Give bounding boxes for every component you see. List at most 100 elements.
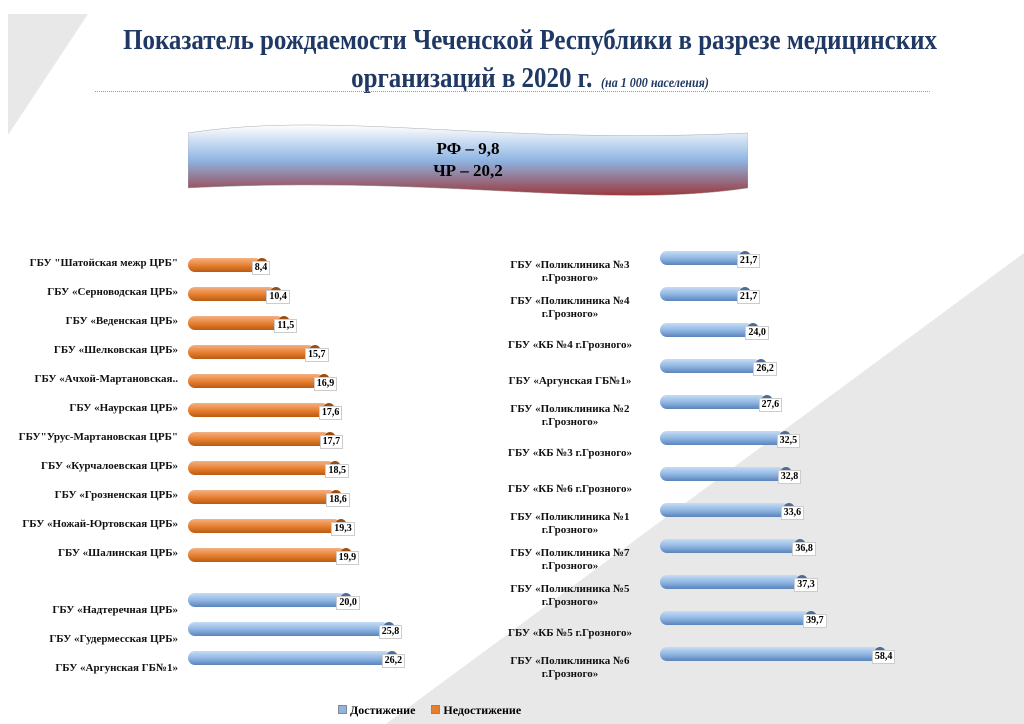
category-label: ГБУ «Наурская ЦРБ» [69,402,178,414]
legend-not-achieved: Недостижение [431,703,521,718]
bar [660,539,807,553]
category-label: ГБУ «Поликлиника №2 г.Грозного» [490,403,650,429]
value-label: 18,5 [325,464,349,478]
category-label: ГБУ «КБ №6 г.Грозного» [490,483,650,496]
category-label-line: г.Грозного» [541,668,599,680]
chr-value: ЧР – 20,2 [433,161,503,180]
legend-swatch-orange [431,705,441,714]
category-label-line: г.Грозного» [541,416,599,428]
value-label: 33,6 [780,506,805,520]
flag-banner [188,124,748,196]
bar [188,403,335,417]
bar [188,490,343,504]
bar [660,503,795,517]
bar [188,651,398,665]
category-label-line: ГБУ «Поликлиника №3 [510,259,630,271]
legend-achieved: Достижение [338,703,415,718]
category-label: ГБУ «КБ №5 г.Грозного» [490,627,650,640]
title-divider [95,91,930,92]
category-label: ГБУ «Ачхой-Мартановская.. [34,373,178,385]
category-label: ГБУ «Ножай-Юртовская ЦРБ» [22,518,178,530]
category-label-line: ГБУ «Поликлиника №6 [510,655,630,667]
category-label: ГБУ «КБ №4 г.Грозного» [490,339,650,352]
bar [188,548,352,562]
bar [660,575,809,589]
category-label: ГБУ «Шалинская ЦРБ» [57,547,178,559]
value-label: 21,7 [736,290,761,304]
bar [660,395,773,409]
value-label: 37,3 [794,578,818,592]
value-label: 18,6 [326,493,350,507]
category-label: ГБУ «Аргунская ГБ№1» [490,375,650,388]
value-label: 11,5 [274,319,298,333]
rf-value: РФ – 9,8 [436,139,500,158]
value-label: 27,6 [758,398,783,412]
category-label-line: ГБУ «КБ №4 г.Грозного» [508,339,632,351]
category-label: ГБУ «Поликлиника №7 г.Грозного» [490,547,650,573]
value-label: 25,8 [378,625,403,639]
category-label-line: г.Грозного» [541,272,599,284]
value-label: 26,2 [753,362,777,376]
category-label-line: г.Грозного» [541,524,599,536]
bar [188,287,283,301]
category-label: ГБУ «Серноводская ЦРБ» [47,286,178,298]
category-label: ГБУ «КБ №3 г.Грозного» [490,447,650,460]
value-label: 17,7 [319,435,344,449]
bar [660,251,751,265]
category-label-line: ГБУ «Поликлиника №1 [510,511,630,523]
value-label: 19,3 [331,522,355,536]
value-label: 24,0 [745,326,769,340]
value-label: 19,9 [335,551,360,565]
category-label: ГБУ"Урус-Мартановская ЦРБ" [18,431,178,443]
bar [188,258,268,272]
value-label: 58,4 [871,650,896,664]
value-label: 16,9 [313,377,338,391]
category-label: ГБУ «Курчалоевская ЦРБ» [41,460,178,472]
category-label: ГБУ «Поликлиника №5 г.Грозного» [490,583,650,609]
value-label: 26,2 [381,654,406,668]
category-label: ГБУ «Поликлиника №1 г.Грозного» [490,511,650,537]
banner-text: РФ – 9,8 ЧР – 20,2 [188,138,748,182]
value-label: 10,4 [266,290,290,304]
bar [660,647,886,661]
bar [188,316,291,330]
legend-swatch-blue [338,705,347,714]
value-label: 21,7 [736,254,761,268]
category-label-line: ГБУ «Поликлиника №2 [510,403,630,415]
value-label: 32,5 [776,434,801,448]
subtitle: (на 1 000 населения) [601,76,709,91]
value-label: 8,4 [251,261,271,275]
category-label: ГБУ «Поликлиника №6 г.Грозного» [490,655,650,681]
value-label: 32,8 [777,470,802,484]
category-label-line: г.Грозного» [541,596,599,608]
bar [188,622,395,636]
diagonal-panel [386,253,1024,724]
bar [188,432,336,446]
bar [660,611,818,625]
page-title-line1: Показатель рождаемости Чеченской Республ… [123,24,937,56]
category-label-line: г.Грозного» [541,308,599,320]
category-label-line: ГБУ «Поликлиника №7 [510,547,630,559]
bar [188,461,342,475]
category-label-line: ГБУ «Аргунская ГБ№1» [508,375,632,387]
value-label: 39,7 [803,614,827,628]
bar [660,431,791,445]
category-label-line: ГБУ «КБ №5 г.Грозного» [508,627,632,639]
value-label: 20,0 [336,596,360,610]
bar [188,374,330,388]
title-text: организаций в 2020 г. [351,62,593,94]
bar [660,359,768,373]
value-label: 17,6 [318,406,343,420]
category-label-line: ГБУ «Поликлиника №4 [510,295,630,307]
bar [188,345,322,359]
bar [660,467,792,481]
category-label-line: г.Грозного» [541,560,599,572]
bar [188,519,348,533]
category-label: ГБУ «Надтеречная ЦРБ» [52,604,178,616]
category-label: ГБУ «Гудермесская ЦРБ» [49,633,178,645]
category-label: ГБУ «Шелковская ЦРБ» [53,344,178,356]
category-label-line: ГБУ «КБ №6 г.Грозного» [508,483,632,495]
category-label: ГБУ "Шатойская межр ЦРБ" [29,257,178,269]
category-label: ГБУ «Грозненская ЦРБ» [54,489,178,501]
bar [660,287,751,301]
